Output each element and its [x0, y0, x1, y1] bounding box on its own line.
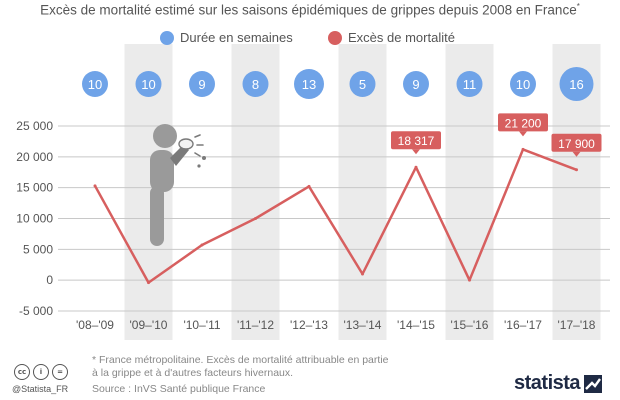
y-tick-label: -5 000 — [19, 304, 53, 318]
legend-item-mortality: Excès de mortalité — [328, 30, 455, 45]
duration-label: 13 — [302, 77, 316, 92]
x-tick-label: '13–'14 — [344, 318, 382, 332]
legend-item-duration: Durée en semaines — [160, 30, 293, 45]
data-label: 18 317 — [398, 134, 435, 148]
data-label-box — [498, 113, 548, 132]
duration-label: 10 — [88, 77, 102, 92]
logo-text: statista — [514, 372, 581, 394]
data-label: 17 900 — [558, 137, 595, 151]
mortality-point — [468, 278, 471, 282]
footnote: * France métropolitaine. Excès de mortal… — [92, 354, 389, 379]
sneezing-person-icon — [150, 124, 206, 246]
duration-bubble — [294, 69, 324, 99]
duration-label: 8 — [252, 77, 259, 92]
duration-bubble — [349, 71, 376, 97]
mortality-point — [93, 184, 97, 188]
data-label-box — [391, 131, 441, 150]
mortality-line — [93, 148, 577, 284]
mortality-point — [575, 168, 578, 172]
mortality-point — [307, 184, 311, 188]
legend-dot-mortality — [328, 30, 342, 45]
license-icons: cc i = — [14, 364, 68, 380]
y-tick-label: 20 000 — [16, 150, 53, 164]
mortality-point — [521, 147, 525, 151]
cc-icon: cc — [14, 364, 30, 380]
data-label-pointer — [412, 149, 420, 155]
social-handle: @Statista_FR — [12, 384, 69, 394]
duration-bubble — [135, 71, 162, 97]
data-label-pointer — [572, 151, 581, 157]
duration-bubble — [456, 71, 483, 97]
statista-logo-icon: statista — [514, 372, 603, 395]
duration-label: 9 — [198, 77, 205, 92]
by-icon: i — [33, 364, 49, 380]
x-tick-label: '16–'17 — [504, 318, 542, 332]
duration-bubble — [510, 71, 536, 97]
footer: cc i = @Statista_FR * France métropolita… — [0, 350, 620, 400]
legend-label-mortality: Excès de mortalité — [348, 30, 455, 45]
source: Source : InVS Santé publique France — [92, 383, 266, 395]
x-tick-label: '17–'18 — [558, 318, 596, 332]
duration-label: 5 — [359, 77, 366, 92]
x-tick-label: '10–'11 — [183, 318, 220, 332]
data-label-box — [551, 133, 602, 152]
logo-mark — [584, 374, 603, 393]
mortality-point — [414, 165, 418, 169]
duration-label: 9 — [412, 77, 419, 92]
x-tick-label: '15–'16 — [451, 318, 489, 332]
duration-bubble — [189, 71, 215, 97]
duration-bubble — [403, 71, 429, 97]
x-tick-label: '11–'12 — [237, 318, 274, 332]
legend-dot-duration — [160, 30, 174, 45]
chart-title: Excès de mortalité estimé sur les saison… — [40, 2, 580, 18]
y-tick-label: 25 000 — [16, 119, 53, 133]
x-tick-label: '12–'13 — [290, 318, 328, 332]
duration-label: 10 — [141, 77, 155, 92]
y-tick-label: 0 — [46, 273, 53, 287]
x-tick-label: '08–'09 — [76, 318, 114, 332]
legend-label-duration: Durée en semaines — [180, 30, 293, 45]
duration-bubble — [82, 71, 108, 97]
legend: Durée en semaines Excès de mortalité — [0, 30, 620, 50]
mortality-point — [147, 281, 150, 285]
mortality-point — [254, 217, 257, 220]
equals-icon: = — [52, 364, 68, 380]
duration-label: 16 — [569, 77, 583, 92]
y-tick-label: 5 000 — [23, 242, 53, 256]
y-tick-label: 15 000 — [16, 181, 53, 195]
duration-label: 11 — [463, 77, 477, 92]
data-label-pointer — [519, 131, 527, 137]
duration-bubble — [242, 71, 269, 97]
mortality-point — [200, 243, 204, 247]
duration-label: 10 — [516, 77, 530, 92]
data-label: 21 200 — [505, 116, 542, 130]
duration-bubble — [559, 67, 594, 101]
x-tick-label: '09–'10 — [130, 318, 168, 332]
x-tick-label: '14–'15 — [397, 318, 435, 332]
y-tick-label: 10 000 — [16, 212, 53, 226]
mortality-point — [361, 272, 364, 276]
